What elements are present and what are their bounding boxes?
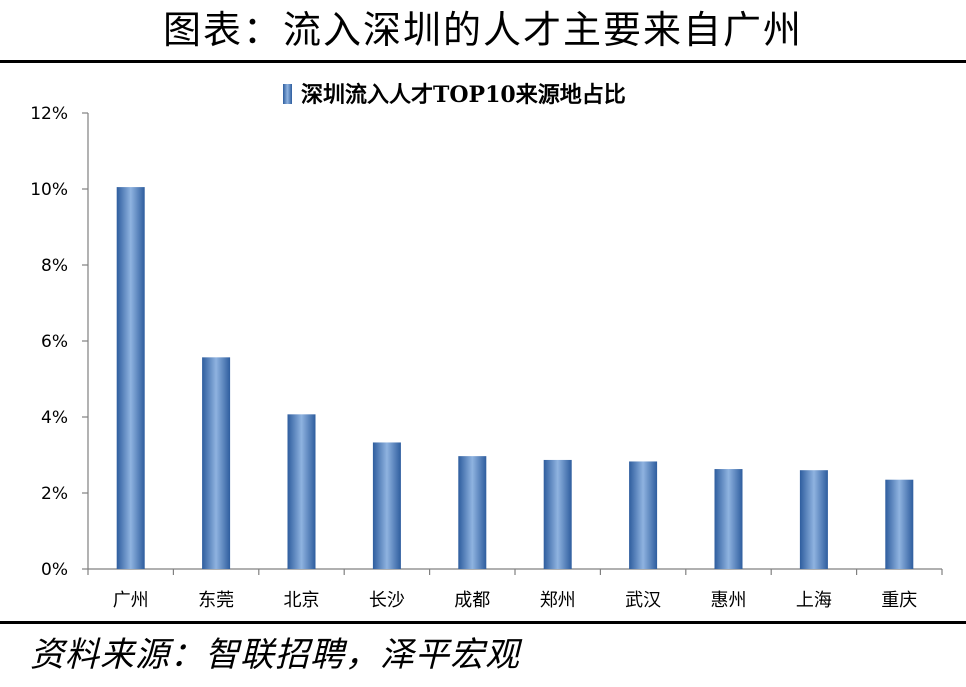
chart-axes [82,112,943,575]
category-labels: 广州 东莞 北京 长沙 成都 郑州 武汉 惠州 上海 重庆 [113,590,918,611]
footer-divider [0,621,966,624]
category-label: 北京 [284,590,320,611]
y-tick-label: 8% [41,256,68,276]
y-tick-label: 10% [30,180,68,200]
y-tick-label: 4% [41,408,68,428]
bar [116,187,145,569]
legend-label: 深圳流入人才TOP10来源地占比 [301,82,626,108]
bar [202,357,231,569]
chart-legend: 深圳流入人才TOP10来源地占比 [283,82,626,108]
bar [714,469,743,569]
legend-swatch [283,84,292,104]
category-label: 郑州 [540,590,576,611]
bar-series [116,187,914,569]
title-divider [0,60,966,63]
category-label: 武汉 [625,590,661,611]
y-tick-label: 6% [41,332,68,352]
bar [885,479,914,569]
category-label: 惠州 [711,590,747,611]
bar [799,470,828,569]
category-label: 成都 [454,590,490,611]
bar [543,459,572,569]
y-tick-label: 12% [30,104,68,124]
category-label: 重庆 [881,590,917,611]
category-label: 广州 [113,590,149,611]
category-label: 东莞 [198,590,234,611]
source-note: 资料来源：智联招聘，泽平宏观 [30,635,520,675]
y-tick-label: 2% [41,484,68,504]
bar [458,456,487,569]
bar-chart: 深圳流入人才TOP10来源地占比 广州 东莞 北京 长沙 成都 郑州 武汉 惠州 上海 重庆 0%… [30,82,943,611]
bar [287,414,316,569]
y-tick-label: 0% [41,560,68,580]
category-label: 上海 [796,590,832,611]
y-tick-labels: 0% 2% 4% 6% 8% 10% 12% [30,104,68,580]
page-title: 图表：流入深圳的人才主要来自广州 [162,8,803,52]
bar [372,442,401,569]
bar [629,461,658,569]
category-label: 长沙 [369,590,405,611]
